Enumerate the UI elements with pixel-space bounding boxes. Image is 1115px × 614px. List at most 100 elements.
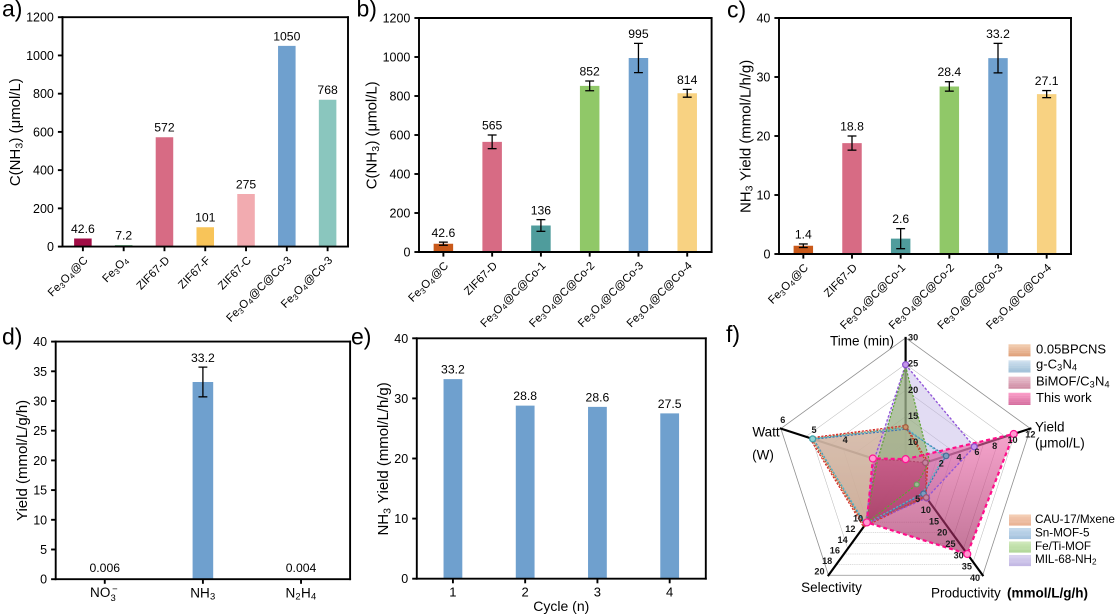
svg-text:Sn-MOF-5: Sn-MOF-5 — [1035, 527, 1090, 540]
svg-text:C ( N H: C ( N H ) ( μ m o l / L ) 3 — [0, 72, 25, 186]
svg-text:42.6: 42.6 — [432, 226, 456, 240]
svg-text:0: 0 — [763, 248, 770, 262]
svg-text:565: 565 — [482, 119, 503, 133]
svg-text:B i M O: B i M O F / C N 3 4 — [1036, 365, 1111, 392]
svg-text:18: 18 — [822, 556, 832, 566]
svg-text:8: 8 — [992, 441, 997, 451]
svg-text:Productivity: Productivity — [931, 585, 1001, 600]
svg-text:Yield: Yield — [1035, 419, 1065, 434]
svg-text:0: 0 — [403, 246, 410, 260]
svg-text:F e O: F e O @ C @ C o - 4 3 4 — [617, 248, 702, 333]
svg-text:852: 852 — [580, 65, 601, 79]
svg-text:101: 101 — [195, 211, 216, 225]
svg-text:F e O: F e O @ C o - 3 3 4 — [271, 242, 342, 313]
svg-text:5: 5 — [811, 425, 816, 435]
svg-text:10: 10 — [921, 505, 931, 515]
svg-text:Cycle (n): Cycle (n) — [533, 598, 589, 614]
svg-text:25: 25 — [908, 359, 918, 369]
svg-text:F e O: F e O @ C 3 4 — [399, 248, 458, 307]
svg-text:10: 10 — [756, 189, 770, 203]
svg-text:800: 800 — [33, 87, 54, 101]
svg-text:35: 35 — [33, 365, 47, 379]
svg-text:33.2: 33.2 — [986, 27, 1010, 41]
svg-text:28.4: 28.4 — [937, 65, 961, 79]
svg-text:40: 40 — [33, 335, 47, 349]
svg-text:0: 0 — [47, 240, 54, 254]
svg-text:e): e) — [351, 324, 371, 350]
svg-text:2.6: 2.6 — [892, 212, 909, 226]
svg-text:995: 995 — [628, 27, 649, 41]
svg-text:1050: 1050 — [273, 29, 300, 43]
svg-text:F e O: F e O @ C @ C o - 2 3 4 — [519, 248, 604, 333]
svg-text:20: 20 — [33, 454, 47, 468]
svg-text:c): c) — [727, 0, 746, 23]
svg-text:5: 5 — [40, 543, 47, 557]
svg-text:12: 12 — [845, 524, 855, 534]
svg-text:F e O: F e O @ C @ C o - 2 3 4 — [879, 250, 964, 335]
svg-text:Selectivity: Selectivity — [801, 580, 862, 595]
svg-text:33.2: 33.2 — [191, 351, 215, 365]
svg-text:42.6: 42.6 — [71, 222, 95, 236]
svg-text:F e O: F e O @ C @ C o - 1 3 4 — [471, 248, 556, 333]
svg-text:F e O: F e O 3 4 — [93, 246, 135, 288]
svg-text:600: 600 — [33, 125, 54, 139]
svg-text:27.5: 27.5 — [658, 397, 682, 411]
svg-text:0.05BPCNS: 0.05BPCNS — [1036, 342, 1106, 357]
svg-text:15: 15 — [929, 516, 939, 526]
svg-text:Time (min): Time (min) — [830, 333, 894, 348]
svg-text:30: 30 — [394, 392, 408, 406]
svg-text:F e O: F e O @ C 3 4 — [759, 250, 818, 309]
svg-text:20: 20 — [908, 385, 918, 395]
svg-text:768: 768 — [317, 83, 338, 97]
svg-text:d): d) — [2, 324, 22, 350]
svg-text:0: 0 — [401, 572, 408, 586]
svg-text:40: 40 — [970, 573, 980, 583]
svg-text:10: 10 — [853, 514, 863, 524]
svg-text:10: 10 — [1007, 435, 1017, 445]
svg-text:572: 572 — [154, 121, 175, 135]
svg-text:275: 275 — [236, 177, 257, 191]
svg-text:1000: 1000 — [383, 51, 411, 65]
svg-text:0.006: 0.006 — [90, 561, 121, 575]
svg-text:10: 10 — [908, 437, 918, 447]
svg-text:20: 20 — [756, 130, 770, 144]
svg-text:25: 25 — [33, 424, 47, 438]
svg-text:18.8: 18.8 — [840, 120, 864, 134]
svg-text:Yield (mmol/L/g/h): Yield (mmol/L/g/h) — [14, 400, 31, 521]
svg-text:27.1: 27.1 — [1035, 74, 1059, 88]
svg-text:C ( N H: C ( N H ) ( μ m o l / L ) 3 — [356, 75, 381, 189]
svg-text:16: 16 — [830, 545, 840, 555]
svg-text:b): b) — [357, 0, 377, 22]
svg-text:136: 136 — [531, 203, 552, 217]
svg-text:F e O: F e O @ C @ C o - 3 3 4 — [217, 242, 302, 327]
svg-text:F e O: F e O @ C @ C o - 3 3 4 — [568, 248, 653, 333]
svg-text:0.004: 0.004 — [286, 561, 317, 575]
svg-text:400: 400 — [33, 164, 54, 178]
svg-text:4: 4 — [843, 435, 849, 445]
svg-text:5: 5 — [915, 494, 920, 504]
svg-text:30: 30 — [756, 71, 770, 85]
svg-text:20: 20 — [394, 452, 408, 466]
svg-text:f): f) — [726, 321, 740, 347]
svg-text:F e O: F e O @ C @ C o - 3 3 4 — [928, 250, 1013, 335]
svg-text:N H 3: N H 3 — [190, 577, 216, 602]
svg-text:4: 4 — [666, 585, 673, 600]
svg-text:200: 200 — [33, 202, 54, 216]
svg-text:CAU-17/Mxene: CAU-17/Mxene — [1035, 513, 1115, 526]
svg-text:33.2: 33.2 — [441, 363, 465, 377]
svg-text:35: 35 — [962, 562, 972, 572]
svg-text:3: 3 — [594, 585, 601, 600]
svg-text:10: 10 — [394, 512, 408, 526]
svg-text:1200: 1200 — [26, 11, 54, 25]
svg-text:M I L -: M I L - 6 8 - N H 2 — [1035, 543, 1098, 568]
svg-text:N H Y: N H Y i e l d ( m m o l / L / h / g ) 3 — [730, 54, 755, 213]
svg-text:1200: 1200 — [383, 12, 411, 26]
svg-text:(μmol/L): (μmol/L) — [1035, 435, 1085, 450]
svg-text:N O 3: N O 3 − — [90, 577, 122, 606]
svg-text:1.4: 1.4 — [795, 227, 812, 241]
svg-text:F e O: F e O @ C 3 4 — [38, 242, 97, 301]
svg-text:20: 20 — [937, 528, 947, 538]
svg-text:This work: This work — [1036, 390, 1092, 405]
svg-text:1000: 1000 — [26, 49, 54, 63]
svg-text:14: 14 — [838, 535, 849, 545]
